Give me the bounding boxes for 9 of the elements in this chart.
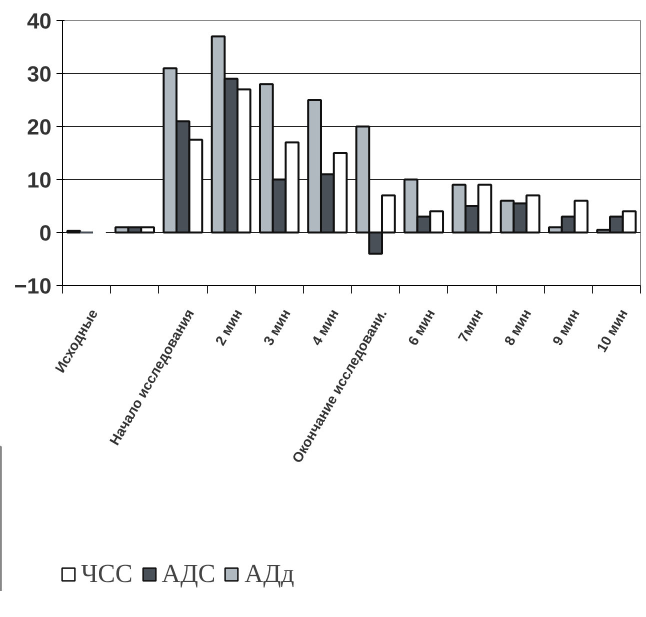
y-tick-label: 30: [27, 62, 52, 86]
legend-label: ЧСС: [81, 559, 133, 589]
y-tick-label: −10: [14, 274, 52, 298]
y-tick-label: 10: [27, 168, 52, 192]
legend-label: АДд: [244, 559, 294, 589]
y-tick-label: 20: [27, 114, 52, 140]
legend-label: АДС: [162, 559, 216, 589]
y-tick-label: 40: [27, 8, 52, 34]
y-tick-label: 0: [39, 220, 52, 246]
